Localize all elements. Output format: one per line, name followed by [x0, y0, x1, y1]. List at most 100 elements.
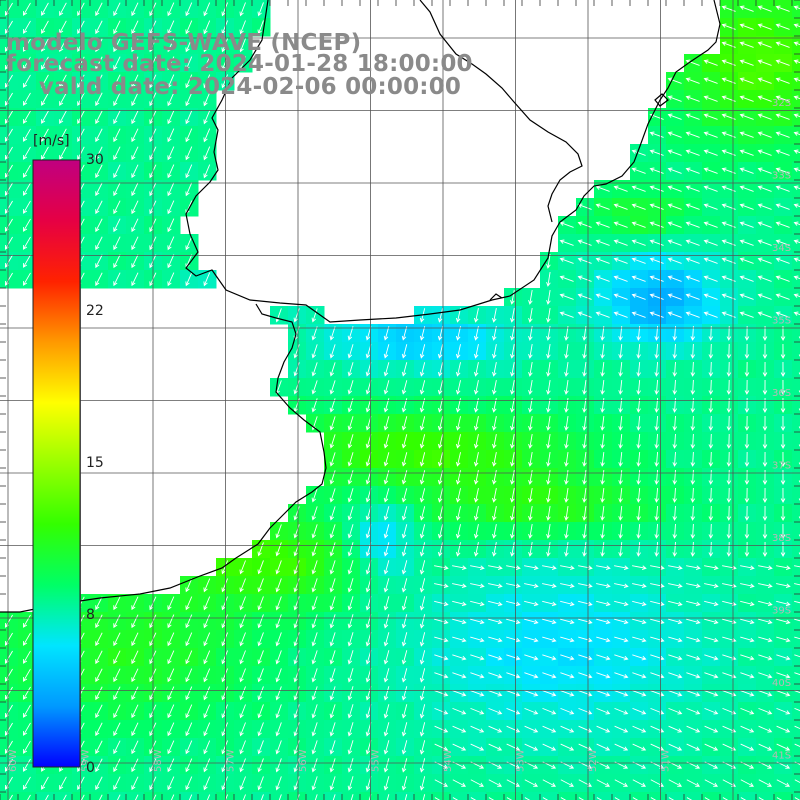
wind-arrow	[703, 293, 718, 300]
longitude-label: 52W	[588, 749, 599, 772]
wind-speed-cell	[792, 162, 800, 181]
wind-arrow	[577, 293, 592, 300]
wind-arrow	[131, 686, 139, 701]
wind-arrow	[528, 380, 533, 395]
wind-speed-cell	[792, 774, 800, 793]
wind-arrow	[578, 583, 593, 589]
wind-arrow	[762, 415, 768, 431]
wind-arrow	[492, 470, 497, 485]
wind-arrow	[131, 614, 139, 629]
wind-arrow	[99, 794, 103, 800]
wind-arrow	[542, 618, 557, 625]
wind-arrow	[546, 470, 551, 485]
wind-arrow	[758, 672, 773, 679]
wind-arrow	[131, 146, 139, 161]
wind-arrow	[528, 434, 533, 449]
wind-arrow	[528, 506, 533, 521]
wind-speed-cell	[792, 126, 800, 145]
wind-arrow	[762, 469, 768, 485]
wind-arrow	[649, 311, 664, 318]
wind-arrow	[776, 583, 791, 589]
wind-arrow	[470, 654, 485, 661]
wind-arrow	[775, 239, 790, 246]
wind-arrow	[703, 221, 718, 228]
wind-arrow	[793, 275, 800, 280]
wind-arrow	[419, 614, 426, 629]
wind-arrow	[59, 20, 67, 34]
wind-arrow	[510, 416, 515, 431]
wind-arrow	[116, 794, 121, 800]
wind-arrow	[708, 361, 714, 377]
wind-arrow	[739, 221, 754, 228]
wind-arrow	[667, 167, 682, 174]
wind-arrow	[311, 596, 318, 611]
wind-arrow	[311, 506, 318, 521]
wind-arrow	[667, 293, 682, 300]
wind-arrow	[793, 221, 800, 226]
wind-arrow	[167, 758, 175, 773]
wind-arrow	[347, 578, 354, 593]
wind-arrow	[242, 794, 246, 800]
wind-arrow	[167, 218, 175, 233]
wind-arrow	[492, 362, 497, 377]
wind-speed-cell	[162, 792, 181, 800]
wind-arrow	[758, 743, 773, 751]
wind-arrow	[618, 433, 623, 449]
wind-arrow	[546, 344, 551, 359]
wind-arrow	[708, 343, 714, 359]
wind-arrow	[744, 523, 750, 539]
wind-arrow	[95, 56, 103, 71]
wind-speed-cell	[396, 792, 415, 800]
wind-arrow	[329, 740, 336, 755]
wind-arrow	[744, 361, 750, 377]
wind-arrow	[347, 524, 354, 539]
wind-arrow	[167, 38, 175, 53]
wind-arrow	[726, 433, 732, 449]
wind-arrow	[41, 20, 49, 34]
wind-arrow	[167, 632, 175, 647]
wind-arrow	[23, 56, 31, 70]
wind-arrow	[329, 758, 336, 773]
wind-arrow	[131, 38, 139, 53]
wind-speed-cell	[792, 144, 800, 163]
wind-arrow	[510, 542, 515, 557]
wind-arrow	[203, 92, 211, 107]
wind-arrow	[383, 704, 390, 719]
wind-arrow	[383, 776, 390, 791]
wind-arrow	[113, 668, 121, 683]
wind-arrow	[419, 434, 426, 449]
wind-arrow	[221, 2, 229, 17]
wind-arrow	[524, 707, 539, 715]
wind-arrow	[386, 794, 390, 800]
wind-arrow	[401, 416, 408, 431]
wind-arrow	[113, 56, 121, 71]
wind-arrow	[113, 2, 121, 17]
wind-arrow	[293, 758, 300, 773]
wind-arrow	[332, 794, 336, 800]
wind-arrow	[131, 776, 139, 791]
longitude-label: 51W	[661, 749, 672, 772]
wind-arrow	[152, 794, 157, 800]
wind-arrow	[239, 740, 246, 755]
wind-arrow	[780, 505, 786, 521]
wind-arrow	[528, 470, 533, 485]
wind-arrow	[578, 725, 593, 733]
coastline	[0, 0, 721, 613]
wind-arrow	[780, 541, 786, 557]
wind-arrow	[437, 380, 444, 395]
wind-arrow	[631, 203, 646, 210]
wind-arrow	[780, 433, 786, 449]
wind-arrow	[650, 618, 665, 625]
wind-arrow	[401, 452, 408, 467]
wind-arrow	[113, 272, 121, 287]
wind-arrow	[757, 185, 772, 192]
wind-arrow	[739, 113, 754, 120]
wind-arrow	[636, 487, 641, 503]
wind-arrow	[775, 59, 790, 66]
wind-arrow	[650, 636, 665, 643]
wind-arrow	[23, 128, 31, 142]
wind-arrow	[419, 632, 426, 647]
wind-arrow	[113, 38, 121, 53]
wind-arrow	[704, 797, 711, 800]
wind-arrow	[686, 618, 701, 625]
